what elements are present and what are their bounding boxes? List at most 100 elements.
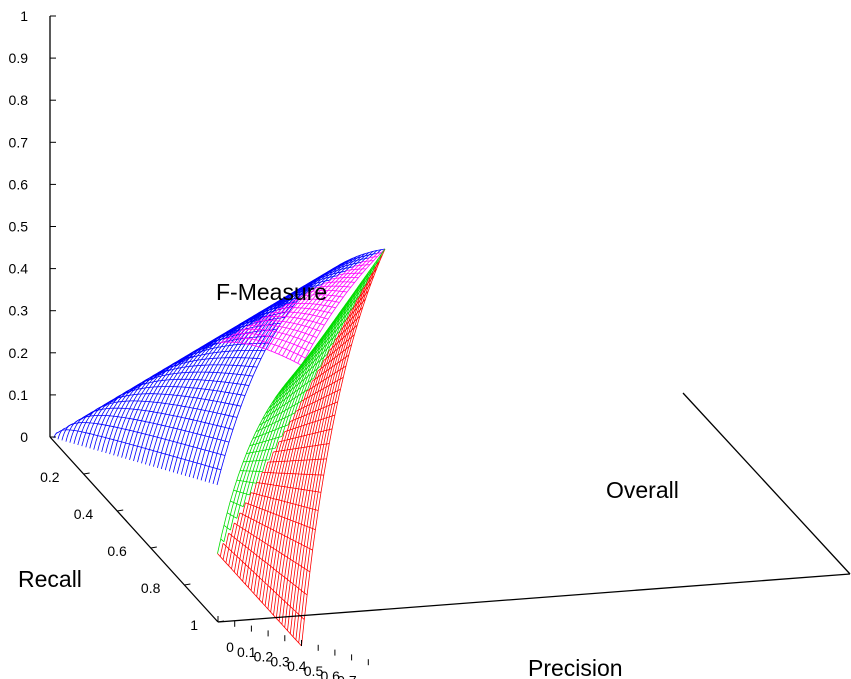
recall-tick-label: 0.8: [141, 580, 161, 596]
f-measure-upper-mesh-line: [301, 294, 344, 298]
z-tick-label: 0.4: [9, 261, 29, 277]
overall-upper-mesh-line: [236, 479, 257, 484]
f-measure-upper-mesh-line: [221, 338, 226, 343]
overall-upper-mesh-line: [275, 342, 334, 399]
f-measure-mesh-line: [204, 262, 362, 482]
overall-lower-mesh-line: [270, 360, 324, 613]
overall-upper-mesh-line: [300, 248, 386, 368]
overall-lower-mesh-line: [225, 522, 235, 563]
precision-tick-label: 0.4: [287, 658, 307, 674]
z-tick-label: 0: [20, 429, 28, 445]
f-measure-mesh-line: [89, 391, 130, 449]
overall-lower-mesh-line: [231, 502, 246, 569]
recall-tick-label: 0.4: [74, 506, 94, 522]
overall-lower-mesh-line: [261, 390, 308, 603]
recall-axis-tick: [150, 546, 157, 549]
recall-tick-label: 0.2: [40, 469, 60, 485]
back-floor-edge: [682, 392, 851, 575]
precision-axis-line: [217, 573, 851, 623]
overall-lower-mesh-line: [301, 376, 344, 402]
overall-upper-mesh-line: [365, 262, 376, 285]
f-measure-upper-mesh-line: [224, 334, 233, 343]
precision-tick-label: 0.7: [337, 673, 357, 679]
z-tick-label: 0.5: [9, 219, 29, 235]
f-measure-upper-mesh-line: [282, 270, 348, 357]
f-measure-upper-mesh-line: [274, 278, 332, 353]
f-measure-mesh-line: [145, 350, 265, 384]
overall-lower-mesh-line: [267, 458, 327, 463]
f-measure-upper-mesh-line: [331, 277, 359, 280]
z-tick-label: 0.2: [9, 345, 29, 361]
overall-lower-mesh-line: [236, 482, 257, 576]
f-measure-mesh-line: [360, 251, 374, 263]
f-measure-mesh-line: [149, 324, 250, 466]
overall-lower-mesh-line: [259, 401, 302, 600]
overall-upper-mesh-line: [271, 354, 328, 404]
overall-upper-mesh-line: [281, 319, 347, 390]
overall-lower-mesh-line: [284, 309, 352, 628]
overall-upper-mesh-line: [278, 330, 341, 394]
f-measure-mesh-line: [69, 414, 90, 443]
f-measure-upper-mesh-line: [232, 325, 249, 343]
overall-lower-mesh-line: [301, 248, 386, 647]
overall-lower-mesh-line: [295, 269, 375, 640]
f-measure-annotation: F-Measure: [216, 279, 327, 305]
f-measure-mesh-line: [208, 257, 370, 483]
f-measure-upper-mesh-line: [362, 260, 374, 263]
f-measure-upper-mesh-line: [316, 285, 351, 288]
f-measure-mesh-line: [129, 347, 210, 461]
recall-tick-label: 0.6: [107, 543, 127, 559]
f-measure-upper-mesh-line: [236, 321, 256, 343]
overall-upper-mesh-line: [233, 489, 250, 496]
overall-lower-mesh-line: [245, 502, 316, 531]
f-measure-upper-mesh-line: [270, 311, 329, 320]
overall-upper-mesh-line: [243, 459, 270, 463]
recall-axis-tick: [83, 472, 90, 475]
overall-lower-mesh-line: [219, 543, 224, 557]
overall-lower-mesh-line: [292, 279, 369, 637]
overall-lower-mesh-line: [247, 441, 280, 588]
labels-layer: Precision Recall F-Measure Overall: [18, 279, 679, 679]
overall-lower-mesh-line: [239, 472, 263, 579]
overall-lower-mesh-line: [253, 421, 291, 594]
recall-tick-label: 1: [190, 617, 198, 633]
recall-axis-title: Recall: [18, 566, 82, 592]
overall-lower-mesh-line: [267, 370, 319, 610]
recall-axis-tick: [217, 620, 225, 623]
precision-tick-label: 0: [226, 639, 234, 655]
f-measure-mesh-line: [97, 382, 146, 451]
f-measure-upper-mesh-line: [301, 248, 386, 366]
overall-lower-mesh-line: [367, 268, 377, 280]
overall-upper-mesh-line: [259, 400, 302, 426]
f-measure-mesh-line: [61, 423, 74, 441]
ticks-layer: 00.10.20.30.40.50.60.70.80.910.20.40.60.…: [9, 8, 374, 679]
f-measure-upper-mesh-line: [259, 295, 302, 348]
axes-layer: [49, 16, 851, 623]
f-measure-upper-mesh-line: [266, 287, 317, 350]
overall-upper-mesh-line: [220, 538, 225, 542]
precision-tick-label: 0.2: [254, 649, 274, 665]
f-measure-mesh-line: [65, 418, 82, 442]
overall-lower-mesh-line: [273, 350, 330, 616]
f-measure-mesh-line: [133, 342, 218, 462]
overall-upper-mesh-line: [240, 470, 263, 472]
overall-upper-mesh-line: [226, 512, 238, 519]
overall-lower-mesh-line: [298, 258, 380, 643]
precision-tick-label: 0.5: [304, 663, 324, 679]
f-measure-mesh-line: [125, 351, 202, 459]
f-measure-mesh-line: [57, 429, 222, 471]
f-measure-mesh-line: [89, 400, 238, 418]
f-measure-upper-mesh-line: [255, 300, 294, 347]
overall-upper-mesh-line: [268, 365, 321, 409]
overall-lower-mesh-line: [264, 380, 313, 606]
overall-lower-mesh-line: [234, 522, 311, 573]
overall-lower-mesh-line: [222, 543, 305, 620]
f-measure-upper-mesh-line: [247, 308, 279, 345]
f-measure-mesh-line: [312, 259, 350, 290]
recall-axis-tick: [117, 509, 124, 512]
overall-lower-mesh-line: [287, 299, 358, 631]
overall-lower-mesh-line: [250, 431, 285, 591]
z-tick-label: 0.8: [9, 92, 29, 108]
overall-upper-mesh-line: [252, 424, 289, 439]
